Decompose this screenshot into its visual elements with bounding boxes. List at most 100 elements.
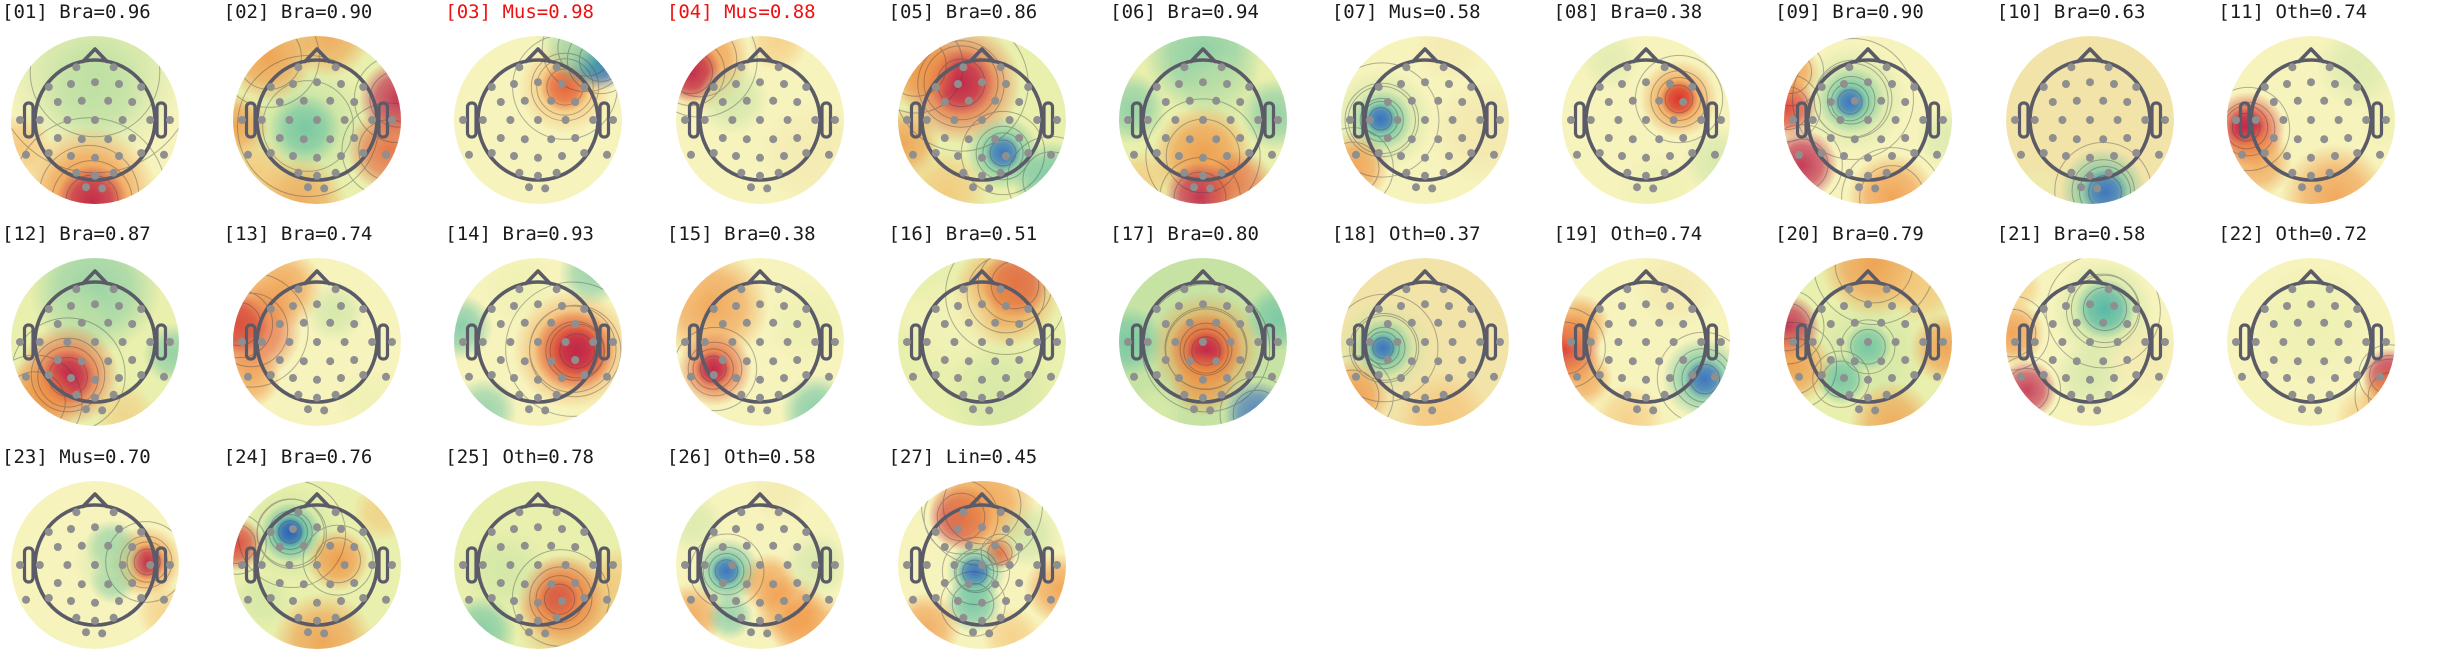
head-outline	[1131, 47, 1276, 182]
nose	[1411, 47, 1439, 64]
component-cell: [14] Bra=0.93	[443, 222, 665, 444]
electrode-dots	[1567, 285, 1726, 415]
nose	[1632, 47, 1661, 64]
right-ear	[1041, 101, 1054, 139]
component-title: [19] Oth=0.74	[1553, 223, 1703, 246]
component-cell: [23] Mus=0.70	[0, 445, 222, 667]
left-ear	[1352, 101, 1365, 139]
right-ear	[1706, 323, 1719, 361]
topomap	[1340, 36, 1509, 204]
contour-lines	[2227, 86, 2291, 172]
component-title: [23] Mus=0.70	[2, 445, 151, 468]
component-title: [16] Bra=0.51	[888, 223, 1038, 246]
electrode-dots	[1789, 285, 1948, 415]
topomap	[675, 36, 844, 204]
component-cell: [18] Oth=0.37	[1330, 222, 1552, 444]
right-ear	[1041, 546, 1054, 584]
head-outline	[22, 47, 168, 182]
head-outline	[244, 491, 389, 627]
head-outline	[687, 269, 833, 405]
component-cell: [26] Oth=0.58	[665, 445, 887, 667]
left-ear	[1352, 323, 1365, 361]
topomap	[11, 258, 179, 427]
head-outline	[22, 491, 168, 627]
head-outline	[1352, 47, 1497, 182]
component-cell: [27] Lin=0.45	[887, 445, 1109, 667]
head-outline	[466, 269, 611, 405]
nose	[1189, 269, 1217, 286]
component-cell: [24] Bra=0.76	[222, 445, 444, 667]
left-ear	[909, 323, 922, 361]
left-ear	[2017, 323, 2030, 361]
nose	[746, 491, 774, 508]
component-title: [14] Bra=0.93	[445, 223, 594, 246]
right-ear	[598, 101, 611, 139]
right-ear	[1928, 101, 1941, 139]
nose	[2297, 47, 2326, 64]
head-outline	[244, 47, 389, 182]
electrode-dots	[237, 63, 396, 193]
nose	[1189, 47, 1217, 64]
nose	[2297, 269, 2326, 286]
nose	[746, 269, 774, 286]
electrode-dots	[902, 285, 1061, 415]
topomap	[232, 480, 401, 649]
electrode-dots	[1345, 63, 1504, 193]
component-title: [12] Bra=0.87	[2, 223, 151, 246]
head-outline	[1795, 47, 1941, 182]
topomap	[897, 480, 1066, 649]
left-ear	[466, 546, 478, 584]
right-ear	[155, 323, 168, 361]
left-ear	[1795, 101, 1808, 139]
left-ear	[909, 101, 922, 139]
electrode-dots	[459, 63, 618, 193]
right-ear	[2150, 323, 2162, 361]
electrode-dots	[1567, 63, 1726, 193]
topomap	[1562, 258, 1731, 427]
right-ear	[598, 546, 611, 584]
head-outline	[2239, 269, 2384, 405]
component-cell: [20] Bra=0.79	[1773, 222, 1995, 444]
electrode-dots	[1124, 63, 1283, 193]
right-ear	[1706, 101, 1719, 139]
contour-lines	[920, 480, 1043, 637]
electrode-dots	[1789, 63, 1948, 193]
head-outline	[1574, 269, 1719, 405]
right-ear	[1263, 323, 1276, 361]
electrode-dots	[459, 507, 618, 638]
nose	[967, 491, 996, 508]
right-ear	[2371, 101, 2384, 139]
left-ear	[2239, 101, 2251, 139]
component-title: [02] Bra=0.90	[223, 1, 373, 23]
left-ear	[244, 101, 257, 139]
topomap	[454, 258, 623, 427]
topomap	[2227, 258, 2396, 427]
nose	[746, 47, 774, 64]
right-ear	[820, 323, 833, 361]
head-outline	[1574, 47, 1719, 182]
head-outline	[244, 269, 389, 405]
nose	[1854, 269, 1882, 286]
electrode-dots	[680, 63, 839, 193]
electrode-dots	[237, 507, 396, 638]
left-ear	[22, 323, 35, 361]
component-cell: [01] Bra=0.96	[0, 0, 222, 222]
right-ear	[1485, 323, 1497, 361]
topomap	[454, 36, 623, 204]
right-ear	[377, 546, 389, 584]
electrode-dots	[16, 507, 174, 638]
right-ear	[598, 323, 611, 361]
component-title: [15] Bra=0.38	[666, 223, 816, 246]
left-ear	[1574, 101, 1587, 139]
topomap	[897, 36, 1066, 204]
component-cell: [19] Oth=0.74	[1551, 222, 1773, 444]
electrode-dots	[680, 285, 839, 415]
left-ear	[1574, 323, 1587, 361]
nose	[1411, 269, 1439, 286]
component-cell: [10] Bra=0.63	[1995, 0, 2217, 222]
topomap	[1784, 258, 1953, 427]
component-cell: [03] Mus=0.98	[443, 0, 665, 222]
right-ear	[820, 546, 833, 584]
topomap	[675, 480, 844, 649]
head-outline	[2017, 47, 2162, 182]
